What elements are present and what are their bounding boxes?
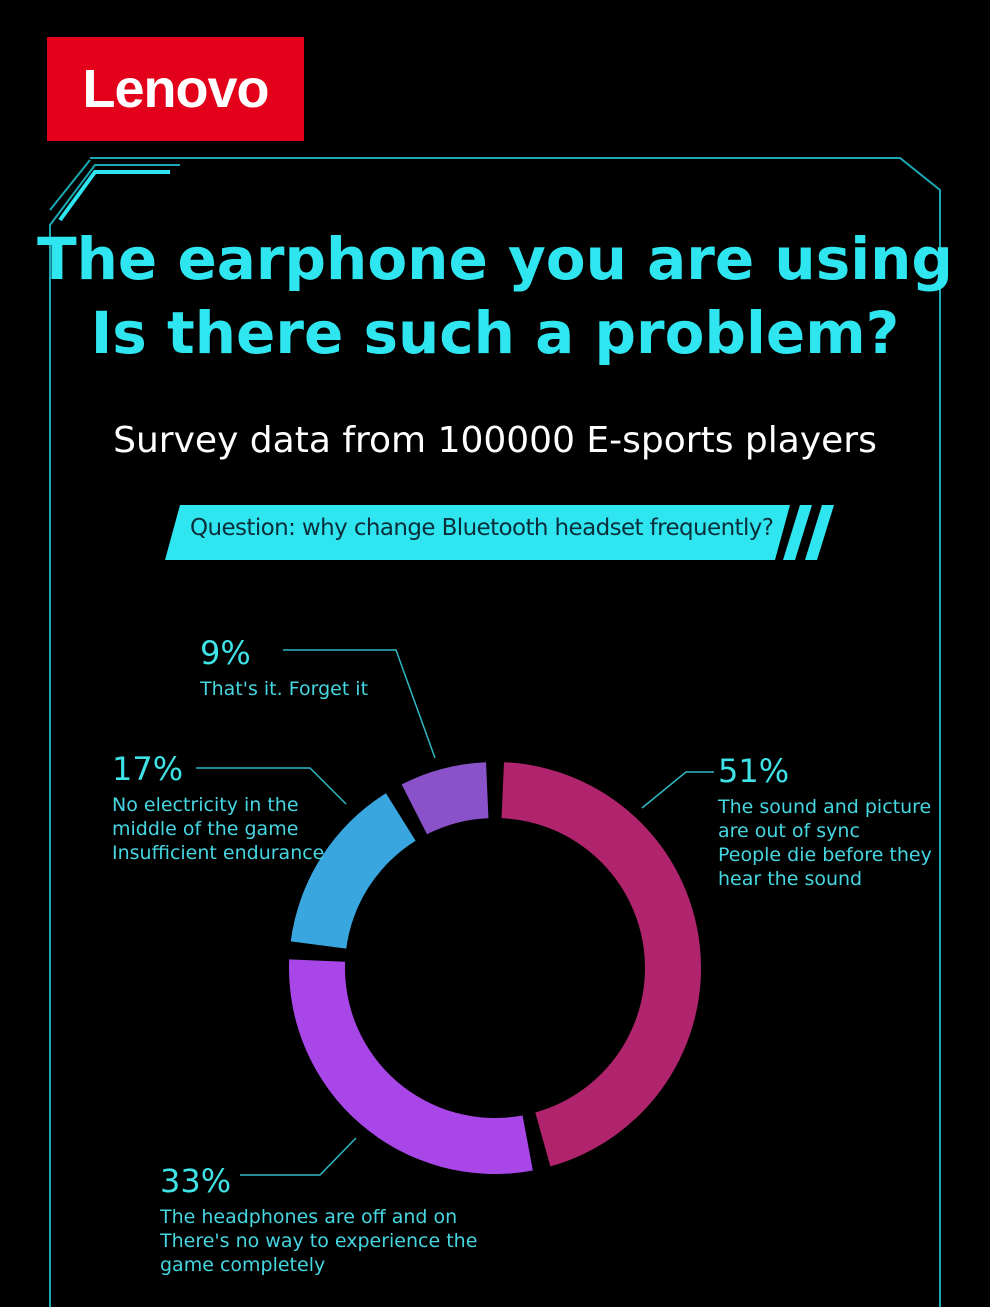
frame-accent (58, 170, 170, 222)
leader-lines (196, 649, 714, 1176)
donut (289, 762, 701, 1175)
value-label: 33% (160, 1162, 232, 1200)
frame (49, 157, 941, 1307)
value-label: 9% (200, 634, 251, 672)
subtitle: Survey data from 100000 E-sports players (113, 420, 877, 461)
brand-logo: Lenovo (47, 37, 304, 141)
stripe (805, 505, 834, 560)
question: Question: why change Bluetooth headset f… (190, 515, 774, 541)
category-label: The headphones are off and on There's no… (160, 1206, 478, 1276)
category-label: The sound and picture are out of sync Pe… (718, 796, 932, 890)
category-label: No electricity in the middle of the game… (112, 794, 325, 864)
slice (401, 762, 489, 835)
value-label: 17% (112, 750, 184, 788)
slice (501, 762, 701, 1167)
slice (289, 959, 533, 1175)
stripe (783, 505, 812, 560)
value-label: 51% (718, 752, 790, 790)
slice (290, 793, 416, 949)
question-banner (165, 505, 790, 560)
category-label: That's it. Forget it (200, 678, 369, 700)
title-line: Is there such a problem? (90, 299, 900, 367)
title-line: The earphone you are using (37, 225, 953, 293)
title: The earphone you are using Is there such… (0, 222, 990, 370)
